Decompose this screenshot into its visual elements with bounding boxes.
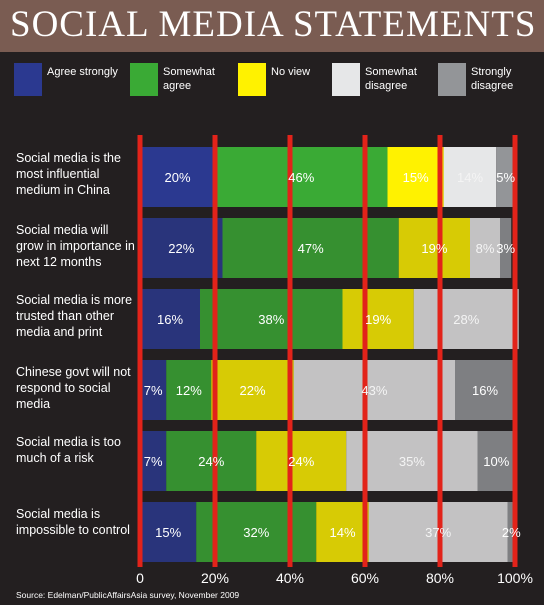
legend-swatch-somewhat-disagree: [332, 63, 360, 96]
bar-no-view-row-1: [387, 147, 444, 207]
value-label-strongly-disagree-row-2: 3%: [496, 241, 515, 256]
value-label-agree-strongly-row-3: 16%: [157, 312, 183, 327]
gridline-60: [362, 135, 368, 567]
bars-layer: [140, 147, 519, 562]
bar-agree-strongly-row-6: [140, 502, 197, 562]
row-label-grow: Social media will grow in importance in …: [16, 223, 135, 269]
value-label-no-view-row-1: 15%: [403, 170, 429, 185]
bar-no-view-row-3: [342, 289, 414, 349]
bar-strongly-disagree-row-2: [500, 218, 512, 278]
value-label-agree-strongly-row-5: 7%: [144, 454, 163, 469]
legend-swatch-somewhat-agree: [130, 63, 158, 96]
legend-label-agree-strongly: Agree strongly: [47, 66, 118, 78]
bar-agree-strongly-row-3: [140, 289, 200, 349]
legend-label-somewhat-disagree: Somewhat disagree: [365, 66, 417, 92]
x-tick-labels: 0 20% 40% 60% 80% 100%: [136, 570, 533, 586]
value-label-somewhat-disagree-row-2: 8%: [476, 241, 495, 256]
stacked-bar-chart: 20% 46% 15% 14% 5% 22% 47% 19% 8% 3% 16% 38% 19% 28% 7…: [136, 135, 533, 586]
legend-label-no-view: No view: [271, 66, 311, 78]
value-label-no-view-row-3: 19%: [365, 312, 391, 327]
chart-title: SOCIAL MEDIA STATEMENTS: [10, 4, 537, 45]
bar-somewhat-disagree-row-3: [413, 289, 519, 349]
value-label-strongly-disagree-row-5: 10%: [483, 454, 509, 469]
value-label-no-view-row-2: 19%: [421, 241, 447, 256]
x-tick-label-40: 40%: [276, 570, 304, 586]
bar-somewhat-disagree-row-1: [443, 147, 497, 207]
value-label-no-view-row-5: 24%: [288, 454, 314, 469]
bar-somewhat-disagree-row-4: [293, 360, 455, 420]
bar-no-view-row-6: [316, 502, 369, 562]
value-label-somewhat-disagree-row-3: 28%: [453, 312, 479, 327]
source-note: Source: Edelman/PublicAffairsAsia survey…: [16, 590, 240, 600]
bar-agree-strongly-row-5: [140, 431, 167, 491]
bar-somewhat-agree-row-4: [166, 360, 212, 420]
value-label-no-view-row-6: 14%: [329, 525, 355, 540]
legend-label-somewhat-agree: Somewhat agree: [163, 66, 215, 92]
x-tick-label-100: 100%: [497, 570, 533, 586]
bar-agree-strongly-row-1: [140, 147, 215, 207]
gridline-40: [287, 135, 293, 567]
bar-strongly-disagree-row-4: [455, 360, 515, 420]
value-label-somewhat-disagree-row-1: 14%: [457, 170, 483, 185]
legend-swatch-no-view: [238, 63, 266, 96]
gridline-80: [437, 135, 443, 567]
value-label-somewhat-agree-row-3: 38%: [258, 312, 284, 327]
value-label-agree-strongly-row-1: 20%: [164, 170, 190, 185]
bar-no-view-row-4: [211, 360, 294, 420]
bar-strongly-disagree-row-6: [507, 502, 515, 562]
x-tick-label-60: 60%: [351, 570, 379, 586]
row-label-risk: Social media is too much of a risk: [16, 435, 121, 465]
value-label-strongly-disagree-row-4: 16%: [472, 383, 498, 398]
row-label-control: Social media is impossible to control: [16, 507, 130, 537]
bar-somewhat-agree-row-3: [200, 289, 343, 349]
gridline-20: [212, 135, 218, 567]
value-label-no-view-row-4: 22%: [239, 383, 265, 398]
bar-no-view-row-5: [256, 431, 347, 491]
value-labels-layer: 20% 46% 15% 14% 5% 22% 47% 19% 8% 3% 16% 38% 19% 28% 7…: [144, 170, 521, 540]
row-label-govt: Chinese govt will not respond to social …: [16, 365, 131, 411]
bar-somewhat-disagree-row-5: [346, 431, 478, 491]
legend-swatch-strongly-disagree: [438, 63, 466, 96]
value-label-somewhat-disagree-row-6: 37%: [425, 525, 451, 540]
value-label-somewhat-agree-row-4: 12%: [176, 383, 202, 398]
value-label-agree-strongly-row-6: 15%: [155, 525, 181, 540]
x-tick-label-0: 0: [136, 570, 144, 586]
value-label-strongly-disagree-row-1: 5%: [496, 170, 515, 185]
value-label-strongly-disagree-row-6: 2%: [502, 525, 521, 540]
x-tick-label-80: 80%: [426, 570, 454, 586]
legend-swatch-agree-strongly: [14, 63, 42, 96]
bar-agree-strongly-row-4: [140, 360, 167, 420]
gridline-100: [512, 135, 518, 567]
value-label-somewhat-disagree-row-4: 43%: [361, 383, 387, 398]
value-label-agree-strongly-row-4: 7%: [144, 383, 163, 398]
value-label-somewhat-agree-row-6: 32%: [243, 525, 269, 540]
row-label-influential: Social media is the most influential med…: [16, 151, 121, 197]
bar-strongly-disagree-row-5: [477, 431, 515, 491]
row-label-trusted: Social media is more trusted than other …: [16, 293, 133, 339]
x-tick-label-20: 20%: [201, 570, 229, 586]
grid-layer: [137, 135, 518, 567]
value-label-agree-strongly-row-2: 22%: [168, 241, 194, 256]
bar-somewhat-agree-row-5: [166, 431, 257, 491]
value-label-somewhat-agree-row-2: 47%: [298, 241, 324, 256]
title-bar: SOCIAL MEDIA STATEMENTS: [0, 0, 544, 52]
bar-agree-strongly-row-2: [140, 218, 223, 278]
gridline-0: [137, 135, 143, 567]
value-label-somewhat-disagree-row-5: 35%: [399, 454, 425, 469]
bar-somewhat-disagree-row-2: [470, 218, 500, 278]
legend-label-strongly-disagree: Strongly disagree: [471, 66, 514, 92]
bar-somewhat-agree-row-2: [222, 218, 399, 278]
value-label-somewhat-agree-row-1: 46%: [288, 170, 314, 185]
bar-somewhat-agree-row-1: [215, 147, 388, 207]
bar-no-view-row-2: [398, 218, 470, 278]
value-label-somewhat-agree-row-5: 24%: [198, 454, 224, 469]
bar-strongly-disagree-row-1: [496, 147, 515, 207]
legend: Agree strongly Somewhat agree No view So…: [0, 62, 544, 102]
